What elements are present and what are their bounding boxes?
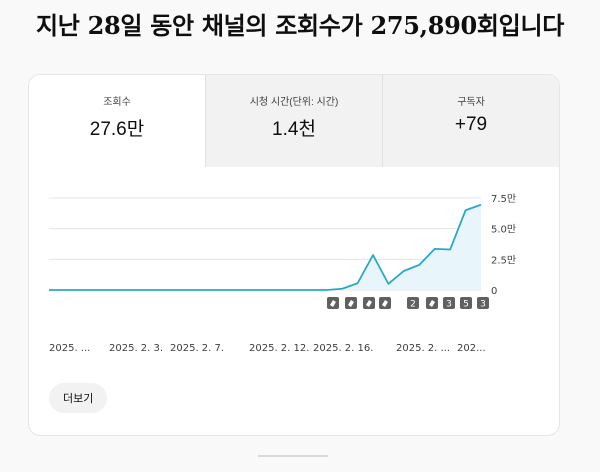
analytics-card: 조회수 27.6만 시청 시간(단위: 시간) 1.4천 구독자 +79 0 2.…: [28, 74, 560, 436]
count-badge-text: 3: [480, 300, 486, 310]
shorts-upload-icon: [363, 297, 375, 309]
upload-count-badge: 2: [407, 297, 419, 310]
y-tick-label: 7.5만: [491, 193, 516, 205]
count-badge-bg: [477, 297, 489, 309]
x-tick-label: 2025. 2. 16.: [313, 343, 373, 354]
x-tick-label: 2025. ...: [49, 343, 90, 354]
count-badge-bg: [460, 297, 472, 309]
tab-subscribers-label: 구독자: [457, 97, 485, 108]
bottom-divider: [258, 455, 328, 457]
count-badge-text: 3: [446, 300, 452, 310]
x-tick-label: 2025. 2. 12.: [249, 343, 309, 354]
tab-watch-time-value: 1.4천: [272, 119, 316, 140]
y-tick-label: 5.0만: [491, 224, 516, 236]
tab-views-value: 27.6만: [89, 119, 145, 140]
page-headline: 지난 28일 동안 채널의 조회수가 275,890회입니다: [0, 6, 600, 41]
x-tick-label: 2025. 2. 3.: [109, 343, 163, 354]
upload-count-badge: 3: [443, 297, 455, 310]
tab-subscribers-value: +79: [454, 114, 488, 135]
shorts-icon-glyph: [429, 300, 435, 307]
shorts-upload-icon: [426, 297, 438, 309]
count-badge-text: 2: [410, 300, 416, 310]
headline-suffix: 회입니다: [476, 12, 565, 40]
area-fill: [49, 204, 481, 290]
x-tick-label: 2025. 2. ...: [396, 343, 450, 354]
count-badge-bg: [443, 297, 455, 309]
headline-views: 275,890: [370, 11, 477, 40]
upload-count-badge: 3: [477, 297, 489, 310]
upload-count-badge: 5: [460, 297, 472, 310]
tab-views-label: 조회수: [103, 97, 131, 108]
more-button[interactable]: 더보기: [49, 383, 108, 413]
tab-watch-time-label: 시청 시간(단위: 시간): [249, 97, 339, 108]
y-tick-label: 0: [491, 286, 497, 297]
x-tick-label: 202...: [457, 343, 486, 354]
tab-subscribers[interactable]: 구독자 +79: [382, 75, 559, 167]
shorts-icon-glyph: [330, 300, 336, 307]
shorts-icon-glyph: [366, 300, 372, 307]
headline-prefix: 지난: [35, 12, 88, 40]
x-tick-label: 2025. 2. 7.: [170, 343, 224, 354]
views-chart[interactable]: 0 2.5만 5.0만 7.5만 2 3 5 3 2025. ... 2025. 2. 3. 202…: [29, 167, 559, 367]
shorts-upload-icon: [327, 297, 339, 309]
shorts-icon-glyph: [348, 300, 354, 307]
shorts-icon-glyph: [382, 300, 388, 307]
shorts-upload-icon: [345, 297, 357, 309]
views-chart-svg: 0 2.5만 5.0만 7.5만 2 3 5 3 2025. ... 2025. 2. 3. 202…: [49, 193, 516, 354]
count-badge-bg: [407, 297, 419, 309]
tab-views[interactable]: 조회수 27.6만: [29, 75, 205, 167]
headline-days: 28: [87, 11, 121, 40]
headline-middle: 일 동안 채널의 조회수가: [120, 12, 371, 40]
count-badge-text: 5: [463, 300, 469, 310]
shorts-upload-icon: [379, 297, 391, 309]
y-tick-label: 2.5만: [491, 254, 516, 266]
metric-tabs: 조회수 27.6만 시청 시간(단위: 시간) 1.4천 구독자 +79: [29, 75, 559, 167]
tab-watch-time[interactable]: 시청 시간(단위: 시간) 1.4천: [205, 75, 382, 167]
views-line: [49, 203, 482, 291]
